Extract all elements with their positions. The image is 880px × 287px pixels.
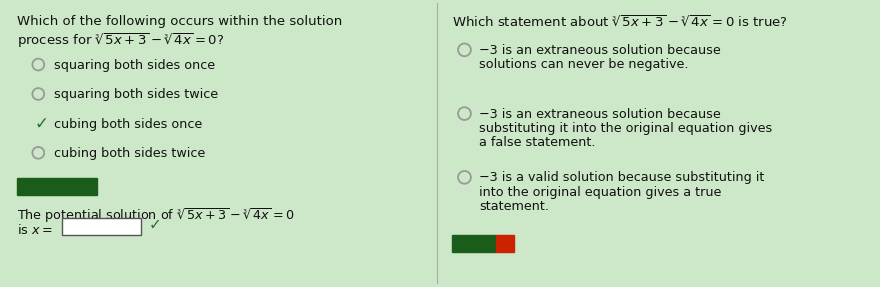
FancyBboxPatch shape bbox=[451, 235, 496, 252]
Text: Which of the following occurs within the solution: Which of the following occurs within the… bbox=[17, 15, 341, 28]
Text: cubing both sides twice: cubing both sides twice bbox=[54, 147, 205, 160]
FancyBboxPatch shape bbox=[496, 235, 514, 252]
Text: into the original equation gives a true: into the original equation gives a true bbox=[480, 186, 722, 199]
Text: The potential solution of $\sqrt[3]{5x+3}-\sqrt[3]{4x}=0$: The potential solution of $\sqrt[3]{5x+3… bbox=[17, 206, 294, 224]
Text: squaring both sides once: squaring both sides once bbox=[54, 59, 216, 72]
Text: solutions can never be negative.: solutions can never be negative. bbox=[480, 58, 689, 71]
Text: statement.: statement. bbox=[480, 200, 549, 213]
Text: COMPLETE: COMPLETE bbox=[26, 182, 88, 192]
Text: −3 is a valid solution because substituting it: −3 is a valid solution because substitut… bbox=[480, 171, 765, 185]
Text: ✓: ✓ bbox=[34, 115, 48, 133]
FancyBboxPatch shape bbox=[17, 178, 98, 195]
Text: process for $\sqrt[3]{5x+3}-\sqrt[3]{4x}=0$?: process for $\sqrt[3]{5x+3}-\sqrt[3]{4x}… bbox=[17, 31, 224, 50]
Text: squaring both sides twice: squaring both sides twice bbox=[54, 88, 218, 101]
Text: Which statement about $\sqrt[3]{5x+3}-\sqrt[3]{4x}=0$ is true?: Which statement about $\sqrt[3]{5x+3}-\s… bbox=[451, 15, 788, 30]
Text: −3 is an extraneous solution because: −3 is an extraneous solution because bbox=[480, 108, 721, 121]
Text: DONE: DONE bbox=[458, 238, 490, 249]
Text: −3 is an extraneous solution because: −3 is an extraneous solution because bbox=[480, 44, 721, 57]
FancyBboxPatch shape bbox=[62, 218, 141, 235]
Text: is $x=$: is $x=$ bbox=[17, 223, 52, 237]
Text: -3: -3 bbox=[67, 220, 80, 233]
Text: ✓: ✓ bbox=[149, 217, 162, 232]
Text: a false statement.: a false statement. bbox=[480, 136, 596, 149]
Text: substituting it into the original equation gives: substituting it into the original equati… bbox=[480, 122, 773, 135]
Text: ✓: ✓ bbox=[500, 238, 510, 249]
Text: cubing both sides once: cubing both sides once bbox=[54, 117, 202, 131]
